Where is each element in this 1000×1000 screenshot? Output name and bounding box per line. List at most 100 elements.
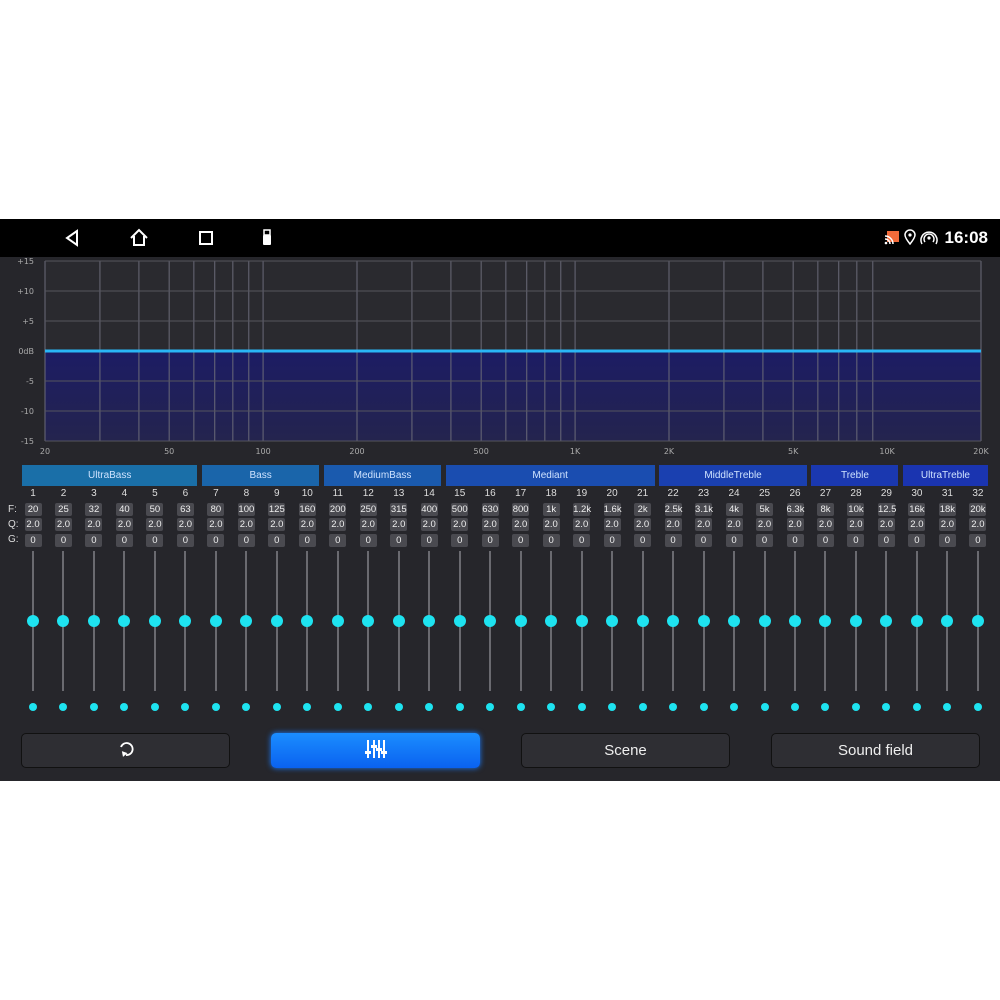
frequency-field[interactable]: 100 <box>237 503 255 516</box>
band-select-dot[interactable] <box>516 703 525 711</box>
q-field[interactable]: 2.0 <box>451 518 469 531</box>
band-select-dot[interactable] <box>821 703 830 711</box>
gain-field[interactable]: 0 <box>908 534 926 547</box>
q-field[interactable]: 2.0 <box>298 518 316 531</box>
gain-field[interactable]: 0 <box>420 534 438 547</box>
q-field[interactable]: 2.0 <box>664 518 682 531</box>
gain-slider-knob[interactable] <box>575 615 588 627</box>
q-field[interactable]: 2.0 <box>420 518 438 531</box>
gain-slider-knob[interactable] <box>636 615 649 627</box>
frequency-field[interactable]: 160 <box>298 503 316 516</box>
gain-field[interactable]: 0 <box>816 534 834 547</box>
q-field[interactable]: 2.0 <box>54 518 72 531</box>
frequency-field[interactable]: 16k <box>908 503 926 516</box>
band-select-dot[interactable] <box>760 703 769 711</box>
band-select-dot[interactable] <box>608 703 617 711</box>
gain-field[interactable]: 0 <box>329 534 347 547</box>
band-select-dot[interactable] <box>486 703 495 711</box>
back-icon[interactable] <box>62 227 84 249</box>
gain-field[interactable]: 0 <box>512 534 530 547</box>
q-field[interactable]: 2.0 <box>877 518 895 531</box>
band-select-dot[interactable] <box>425 703 434 711</box>
gain-field[interactable]: 0 <box>85 534 103 547</box>
frequency-field[interactable]: 6.3k <box>786 503 805 516</box>
gain-slider-knob[interactable] <box>392 615 405 627</box>
band-group-ultrabass[interactable]: UltraBass <box>22 465 198 486</box>
gain-field[interactable]: 0 <box>115 534 133 547</box>
gain-slider-knob[interactable] <box>87 615 100 627</box>
q-field[interactable]: 2.0 <box>603 518 621 531</box>
frequency-field[interactable]: 10k <box>847 503 865 516</box>
gain-field[interactable]: 0 <box>756 534 774 547</box>
gain-field[interactable]: 0 <box>481 534 499 547</box>
gain-slider-knob[interactable] <box>209 615 222 627</box>
gain-field[interactable]: 0 <box>268 534 286 547</box>
frequency-field[interactable]: 20 <box>24 503 42 516</box>
sound-field-button[interactable]: Sound field <box>771 733 980 768</box>
frequency-field[interactable]: 50 <box>146 503 164 516</box>
gain-slider-knob[interactable] <box>57 615 70 627</box>
band-select-dot[interactable] <box>211 703 220 711</box>
band-select-dot[interactable] <box>669 703 678 711</box>
q-field[interactable]: 2.0 <box>816 518 834 531</box>
gain-slider-knob[interactable] <box>27 615 39 627</box>
q-field[interactable]: 2.0 <box>725 518 743 531</box>
gain-slider-knob[interactable] <box>789 615 801 627</box>
gain-slider-knob[interactable] <box>423 615 436 627</box>
band-select-dot[interactable] <box>455 703 464 711</box>
gain-slider-knob[interactable] <box>849 615 862 627</box>
gain-field[interactable]: 0 <box>938 534 956 547</box>
q-field[interactable]: 2.0 <box>634 518 652 531</box>
band-select-dot[interactable] <box>791 703 799 711</box>
band-group-mediumbass[interactable]: MediumBass <box>323 465 442 486</box>
q-field[interactable]: 2.0 <box>512 518 530 531</box>
frequency-field[interactable]: 200 <box>329 503 347 516</box>
home-icon[interactable] <box>128 227 150 249</box>
q-field[interactable]: 2.0 <box>573 518 591 531</box>
frequency-field[interactable]: 315 <box>390 503 408 516</box>
band-select-dot[interactable] <box>89 703 98 711</box>
gain-slider-knob[interactable] <box>148 615 161 627</box>
q-field[interactable]: 2.0 <box>542 518 560 531</box>
gain-slider-knob[interactable] <box>758 615 771 627</box>
q-field[interactable]: 2.0 <box>390 518 408 531</box>
q-field[interactable]: 2.0 <box>85 518 103 531</box>
band-select-dot[interactable] <box>59 703 68 711</box>
gain-field[interactable]: 0 <box>664 534 682 547</box>
q-field[interactable]: 2.0 <box>24 518 42 531</box>
band-group-ultratreble[interactable]: UltraTreble <box>902 465 988 486</box>
recents-icon[interactable] <box>195 227 217 249</box>
gain-field[interactable]: 0 <box>969 534 987 547</box>
q-field[interactable]: 2.0 <box>786 518 804 531</box>
gain-slider-knob[interactable] <box>941 615 954 627</box>
gain-field[interactable]: 0 <box>786 534 804 547</box>
gain-slider-knob[interactable] <box>362 615 375 627</box>
frequency-field[interactable]: 125 <box>268 503 286 516</box>
gain-field[interactable]: 0 <box>146 534 164 547</box>
frequency-field[interactable]: 1.2k <box>573 503 592 516</box>
gain-field[interactable]: 0 <box>176 534 194 547</box>
gain-slider-knob[interactable] <box>819 615 832 627</box>
gain-field[interactable]: 0 <box>359 534 377 547</box>
frequency-field[interactable]: 20k <box>969 503 987 516</box>
gain-slider-knob[interactable] <box>971 615 984 627</box>
q-field[interactable]: 2.0 <box>695 518 713 531</box>
band-select-dot[interactable] <box>638 703 647 711</box>
q-field[interactable]: 2.0 <box>756 518 774 531</box>
frequency-field[interactable]: 3.1k <box>695 503 714 516</box>
frequency-field[interactable]: 63 <box>176 503 194 516</box>
gain-slider-knob[interactable] <box>118 615 131 627</box>
band-select-dot[interactable] <box>303 703 312 711</box>
frequency-field[interactable]: 4k <box>725 503 743 516</box>
q-field[interactable]: 2.0 <box>268 518 286 531</box>
gain-slider-knob[interactable] <box>728 615 741 627</box>
gain-field[interactable]: 0 <box>573 534 591 547</box>
q-field[interactable]: 2.0 <box>359 518 377 531</box>
band-select-dot[interactable] <box>272 703 281 711</box>
frequency-field[interactable]: 630 <box>481 503 499 516</box>
band-select-dot[interactable] <box>547 703 556 711</box>
q-field[interactable]: 2.0 <box>176 518 194 531</box>
q-field[interactable]: 2.0 <box>481 518 499 531</box>
band-select-dot[interactable] <box>242 703 251 711</box>
band-select-dot[interactable] <box>851 703 860 711</box>
